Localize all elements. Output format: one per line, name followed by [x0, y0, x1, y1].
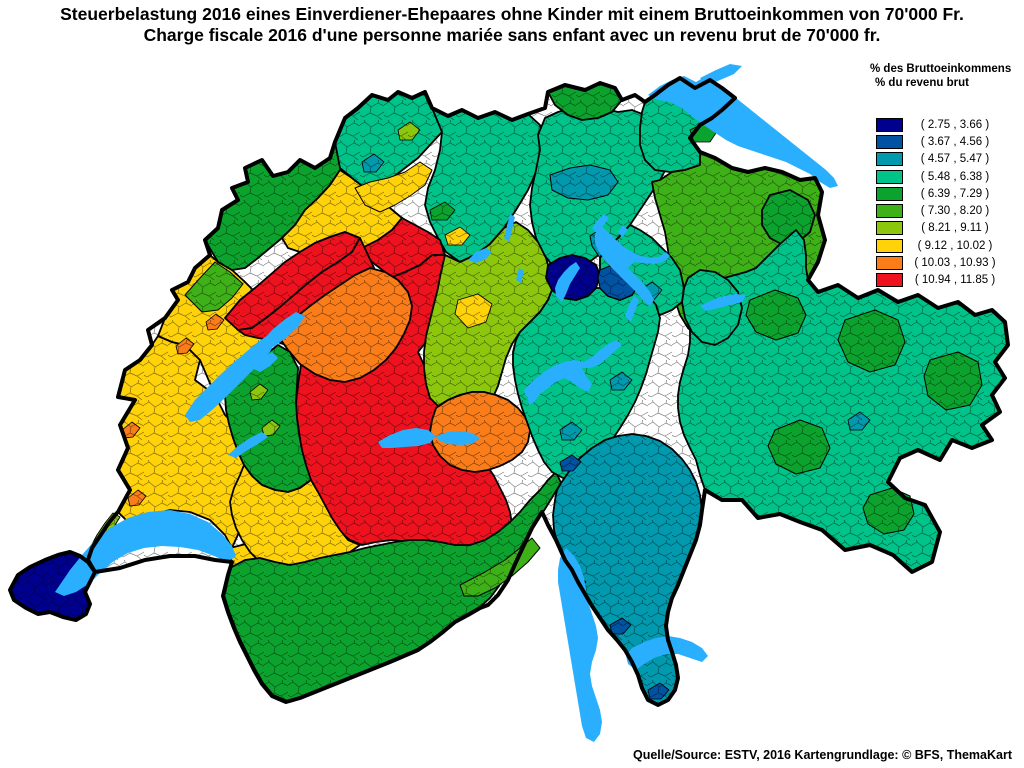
legend-row: ( 6.39 , 7.29 ) — [866, 185, 1022, 202]
legend-row: ( 8.21 , 9.11 ) — [866, 220, 1022, 237]
legend-row: ( 10.03 , 10.93 ) — [866, 254, 1022, 271]
legend-label-2: ( 3.67 , 4.56 ) — [920, 135, 990, 148]
legend-swatch-10 — [876, 273, 903, 288]
legend-row: ( 2.75 , 3.66 ) — [866, 116, 1022, 133]
lake-thun — [378, 428, 436, 448]
lake-neuchatel — [185, 335, 276, 422]
legend-rows: ( 2.75 , 3.66 ) ( 3.67 , 4.56 ) ( 4.57 ,… — [866, 116, 1022, 289]
legend-label-3: ( 4.57 , 5.47 ) — [920, 153, 990, 166]
source-note: Quelle/Source: ESTV, 2016 Kartengrundlag… — [633, 748, 1012, 762]
lake-biel — [262, 312, 305, 350]
page-title-german: Steuerbelastung 2016 eines Einverdiener-… — [60, 4, 964, 24]
lake-geneva — [55, 510, 236, 596]
lake-zug — [555, 262, 580, 302]
legend-label-8: ( 9.12 , 10.02 ) — [917, 239, 993, 252]
legend-row: ( 10.94 , 11.85 ) — [866, 272, 1022, 289]
lake-maggiore — [558, 548, 602, 742]
lake-constance — [648, 76, 838, 188]
lake-brienz — [436, 431, 480, 445]
lake-pfaeffikersee — [618, 225, 628, 237]
legend-label-7: ( 8.21 , 9.11 ) — [921, 222, 989, 235]
legend-swatch-7 — [876, 221, 903, 236]
lake-sempach — [468, 248, 492, 263]
map-title-block: Steuerbelastung 2016 eines Einverdiener-… — [0, 4, 1024, 46]
lake-hallwil — [504, 214, 515, 242]
legend-swatch-4 — [876, 169, 903, 184]
lake-sihlsee — [625, 296, 639, 322]
legend-label-6: ( 7.30 , 8.20 ) — [920, 205, 990, 218]
lake-walensee — [700, 294, 746, 311]
legend-label-9: ( 10.03 , 10.93 ) — [914, 257, 996, 270]
legend: % des Bruttoeinkommens % du revenu brut … — [866, 62, 1022, 289]
legend-row: ( 4.57 , 5.47 ) — [866, 151, 1022, 168]
lake-lugano — [626, 636, 708, 670]
legend-row: ( 9.12 , 10.02 ) — [866, 237, 1022, 254]
legend-title: % des Bruttoeinkommens % du revenu brut — [870, 62, 1022, 90]
legend-title-german: % des Bruttoeinkommens — [870, 63, 1012, 75]
lake-greifensee — [592, 214, 609, 234]
legend-title-french: % du revenu brut — [875, 77, 969, 89]
legend-swatch-2 — [876, 134, 903, 149]
lake-lucerne — [524, 340, 622, 398]
legend-swatch-8 — [876, 238, 903, 253]
legend-swatch-5 — [876, 186, 903, 201]
legend-swatch-1 — [876, 117, 903, 132]
lake-joux — [228, 432, 268, 458]
lake-murten — [252, 352, 278, 372]
legend-label-5: ( 6.39 , 7.29 ) — [920, 187, 990, 200]
legend-row: ( 7.30 , 8.20 ) — [866, 202, 1022, 219]
page-title-french: Charge fiscale 2016 d'une personne marié… — [143, 25, 881, 45]
legend-swatch-3 — [876, 152, 903, 167]
lake-zurich — [595, 226, 670, 306]
legend-label-4: ( 5.48 , 6.38 ) — [920, 170, 990, 183]
legend-swatch-9 — [876, 256, 903, 271]
legend-swatch-6 — [876, 204, 903, 219]
legend-label-1: ( 2.75 , 3.66 ) — [920, 118, 990, 131]
lake-baldegg — [516, 268, 524, 283]
legend-label-10: ( 10.94 , 11.85 ) — [914, 274, 996, 287]
legend-row: ( 5.48 , 6.38 ) — [866, 168, 1022, 185]
lakes-group — [55, 64, 838, 742]
legend-row: ( 3.67 , 4.56 ) — [866, 133, 1022, 150]
